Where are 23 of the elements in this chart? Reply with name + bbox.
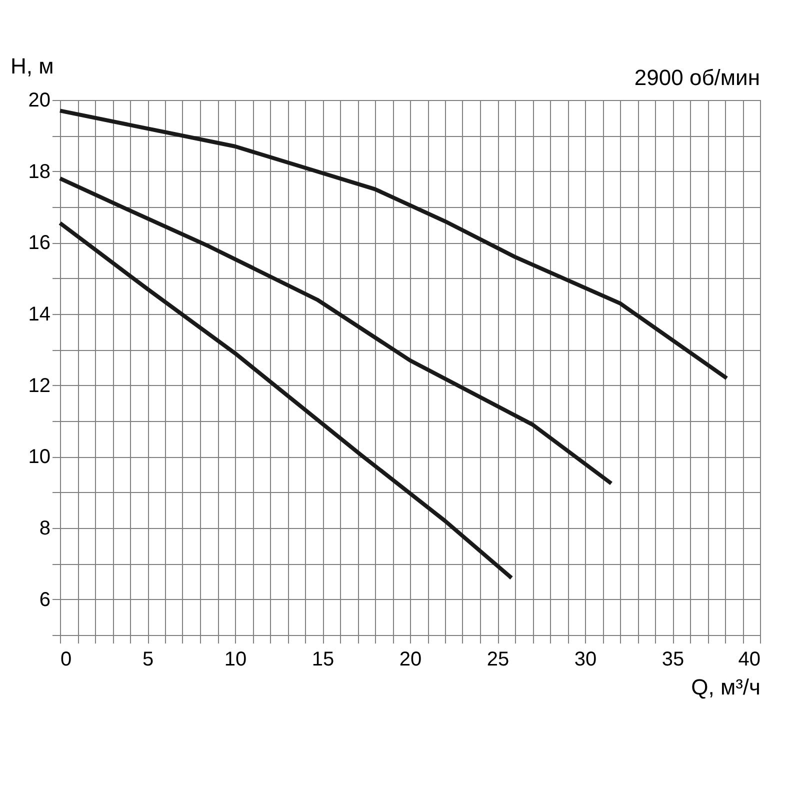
x-tick-label: 25 xyxy=(486,648,510,670)
x-tick-label: 20 xyxy=(399,648,422,670)
y-tick-label: 8 xyxy=(39,518,50,540)
y-tick-label: 18 xyxy=(28,160,50,183)
x-tick-label: 30 xyxy=(574,648,597,670)
text: 2900 об/мин xyxy=(634,65,760,90)
y-tick-label: 10 xyxy=(28,446,50,468)
y-tick-label: 14 xyxy=(28,304,50,326)
x-tick-label: 5 xyxy=(142,648,154,670)
x-tick-label: 15 xyxy=(312,648,334,670)
x-tick-label: 10 xyxy=(224,648,247,670)
x-tick-label: 0 xyxy=(60,648,72,670)
line-series xyxy=(58,108,729,380)
y-tick-label: 12 xyxy=(28,374,50,397)
x-axis-title: Q, м³/ч xyxy=(691,674,760,700)
y-axis-title: H, м xyxy=(10,54,54,78)
y-tick-label: 6 xyxy=(39,588,50,611)
x-tick-label: 40 xyxy=(738,648,760,670)
x-tick-label: 35 xyxy=(662,648,684,670)
y-tick-label: 16 xyxy=(28,232,50,254)
y-tick-label: 20 xyxy=(28,90,50,112)
line-series xyxy=(58,221,514,580)
line-series xyxy=(58,176,614,486)
